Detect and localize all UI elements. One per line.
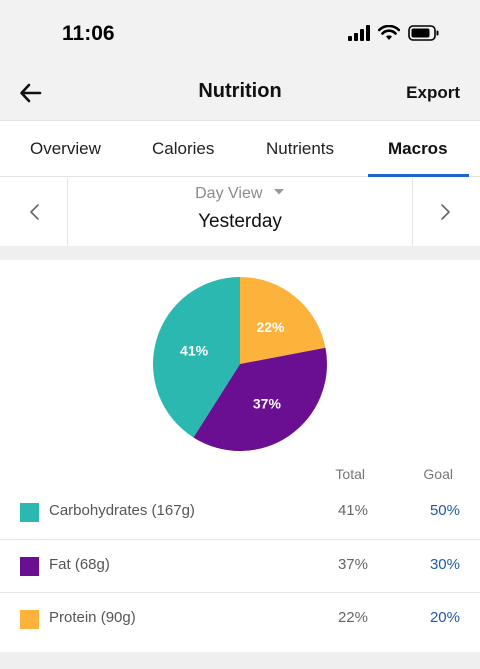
macro-row-carbohydrates: Carbohydrates (167g) 41% 50% — [0, 486, 480, 539]
fat-color-swatch — [20, 557, 39, 576]
macro-total: 41% — [337, 502, 368, 519]
pie-slice-label: 41% — [180, 343, 209, 359]
nav-bar: Nutrition Export — [0, 70, 480, 120]
day-view-label[interactable]: Day View — [195, 185, 263, 202]
macro-name: Carbohydrates (167g) — [49, 502, 195, 519]
protein-color-swatch — [20, 610, 39, 629]
status-bar: 11:06 — [0, 0, 480, 70]
tab-macros[interactable]: Macros — [388, 139, 448, 158]
bottom-gap — [0, 652, 480, 669]
back-arrow-icon[interactable] — [18, 80, 44, 106]
wifi-icon — [378, 25, 400, 40]
day-view-dropdown[interactable]: Day View — [0, 185, 480, 203]
tab-nutrients[interactable]: Nutrients — [266, 139, 335, 158]
status-time: 11:06 — [62, 22, 115, 45]
tab-calories[interactable]: Calories — [152, 139, 215, 158]
pie-slice-fat — [193, 347, 327, 451]
dropdown-caret-icon[interactable] — [273, 188, 285, 196]
macro-row-fat: Fat (68g) 37% 30% — [0, 539, 480, 592]
total-column-header: Total — [335, 466, 365, 482]
pie-slice-protein — [240, 277, 326, 364]
macro-total: 22% — [337, 609, 368, 626]
battery-icon — [408, 25, 439, 41]
day-selector: Day View Yesterday — [0, 178, 480, 246]
goal-column-header: Goal — [423, 466, 453, 482]
tab-overview[interactable]: Overview — [30, 139, 101, 158]
divider — [67, 178, 68, 246]
next-day-chevron-icon[interactable] — [435, 202, 455, 222]
macro-total: 37% — [337, 556, 368, 573]
active-tab-indicator — [368, 174, 469, 177]
carbohydrates-color-swatch — [20, 503, 39, 522]
section-gap — [0, 246, 480, 260]
macro-goal: 50% — [429, 502, 460, 519]
macro-goal: 20% — [429, 609, 460, 626]
pie-slice-label: 37% — [253, 396, 282, 412]
pie-slice-carbohydrates — [153, 277, 240, 438]
macro-row-protein: Protein (90g) 22% 20% — [0, 592, 480, 645]
previous-day-chevron-icon[interactable] — [25, 202, 45, 222]
cellular-signal-icon — [348, 25, 370, 41]
macro-name: Protein (90g) — [49, 609, 136, 626]
tab-bar: Overview Calories Nutrients Macros — [0, 120, 480, 177]
current-day-label: Yesterday — [198, 211, 282, 232]
status-icons — [348, 25, 440, 41]
macros-pie-chart: 22% 37% 41% — [153, 277, 327, 451]
pie-slice-label: 22% — [256, 319, 285, 335]
macro-goal: 30% — [429, 556, 460, 573]
macro-name: Fat (68g) — [49, 556, 110, 573]
divider — [412, 178, 413, 246]
export-button[interactable]: Export — [406, 83, 460, 102]
